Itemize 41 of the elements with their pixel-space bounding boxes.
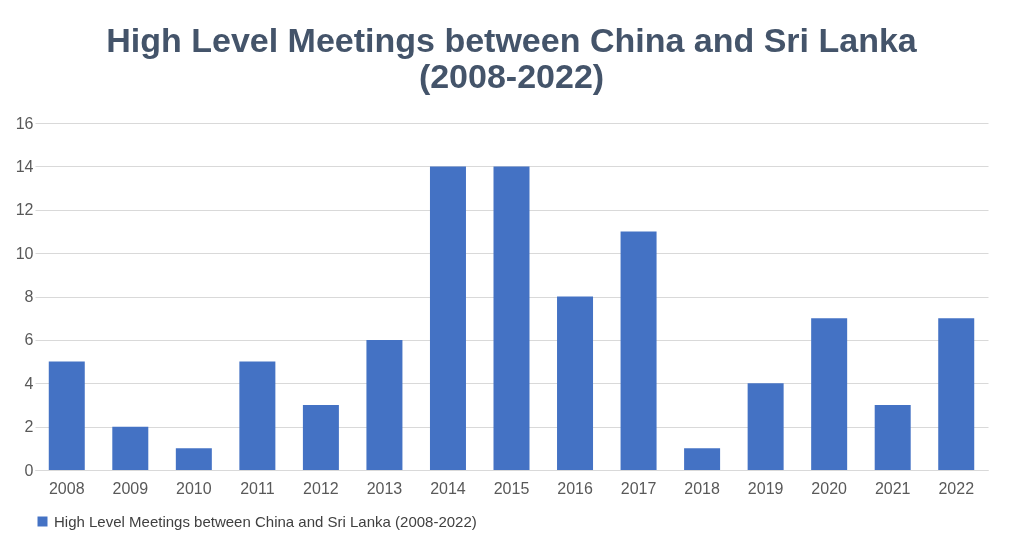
y-tick-label: 0 bbox=[24, 461, 34, 479]
bar bbox=[938, 318, 975, 470]
bar bbox=[493, 166, 530, 470]
y-tick-label: 16 bbox=[15, 114, 34, 132]
bar bbox=[366, 339, 403, 470]
x-tick-label: 2016 bbox=[557, 479, 593, 497]
x-tick-label: 2019 bbox=[747, 479, 784, 497]
x-tick-label: 2018 bbox=[684, 479, 720, 497]
x-tick-label: 2020 bbox=[811, 479, 848, 497]
x-tick-label: 2021 bbox=[874, 479, 911, 497]
bar bbox=[239, 361, 276, 470]
bar bbox=[302, 404, 339, 470]
y-tick-label: 10 bbox=[15, 244, 34, 262]
y-tick-label: 14 bbox=[15, 157, 34, 175]
x-tick-label: 2015 bbox=[493, 479, 530, 497]
bar bbox=[175, 448, 212, 470]
x-tick-label: 2009 bbox=[112, 479, 149, 497]
bar bbox=[874, 404, 911, 470]
chart-title: High Level Meetings between China and Sri Lanka (2008-2022) bbox=[106, 21, 918, 95]
x-tick-label: 2017 bbox=[620, 479, 657, 497]
bar bbox=[557, 296, 594, 470]
legend-label: High Level Meetings between China and Sri Lanka (2008-2022) bbox=[54, 512, 477, 530]
x-tick-label: 2008 bbox=[48, 479, 85, 497]
bar bbox=[684, 448, 721, 470]
x-tick-label: 2022 bbox=[938, 479, 975, 497]
bar bbox=[620, 231, 657, 470]
y-tick-label: 12 bbox=[15, 201, 34, 219]
bar bbox=[811, 318, 848, 470]
y-tick-label: 2 bbox=[24, 418, 34, 436]
bar bbox=[112, 426, 149, 470]
x-tick-label: 2014 bbox=[430, 479, 466, 497]
bar bbox=[747, 383, 784, 470]
y-tick-label: 8 bbox=[24, 288, 34, 305]
x-tick-label: 2013 bbox=[366, 479, 403, 497]
y-tick-label: 6 bbox=[24, 331, 34, 349]
x-tick-label: 2012 bbox=[303, 479, 339, 497]
x-tick-label: 2010 bbox=[176, 479, 212, 497]
bar bbox=[48, 361, 85, 470]
y-tick-label: 4 bbox=[24, 374, 34, 392]
bar bbox=[429, 166, 466, 470]
x-tick-label: 2011 bbox=[240, 479, 275, 497]
